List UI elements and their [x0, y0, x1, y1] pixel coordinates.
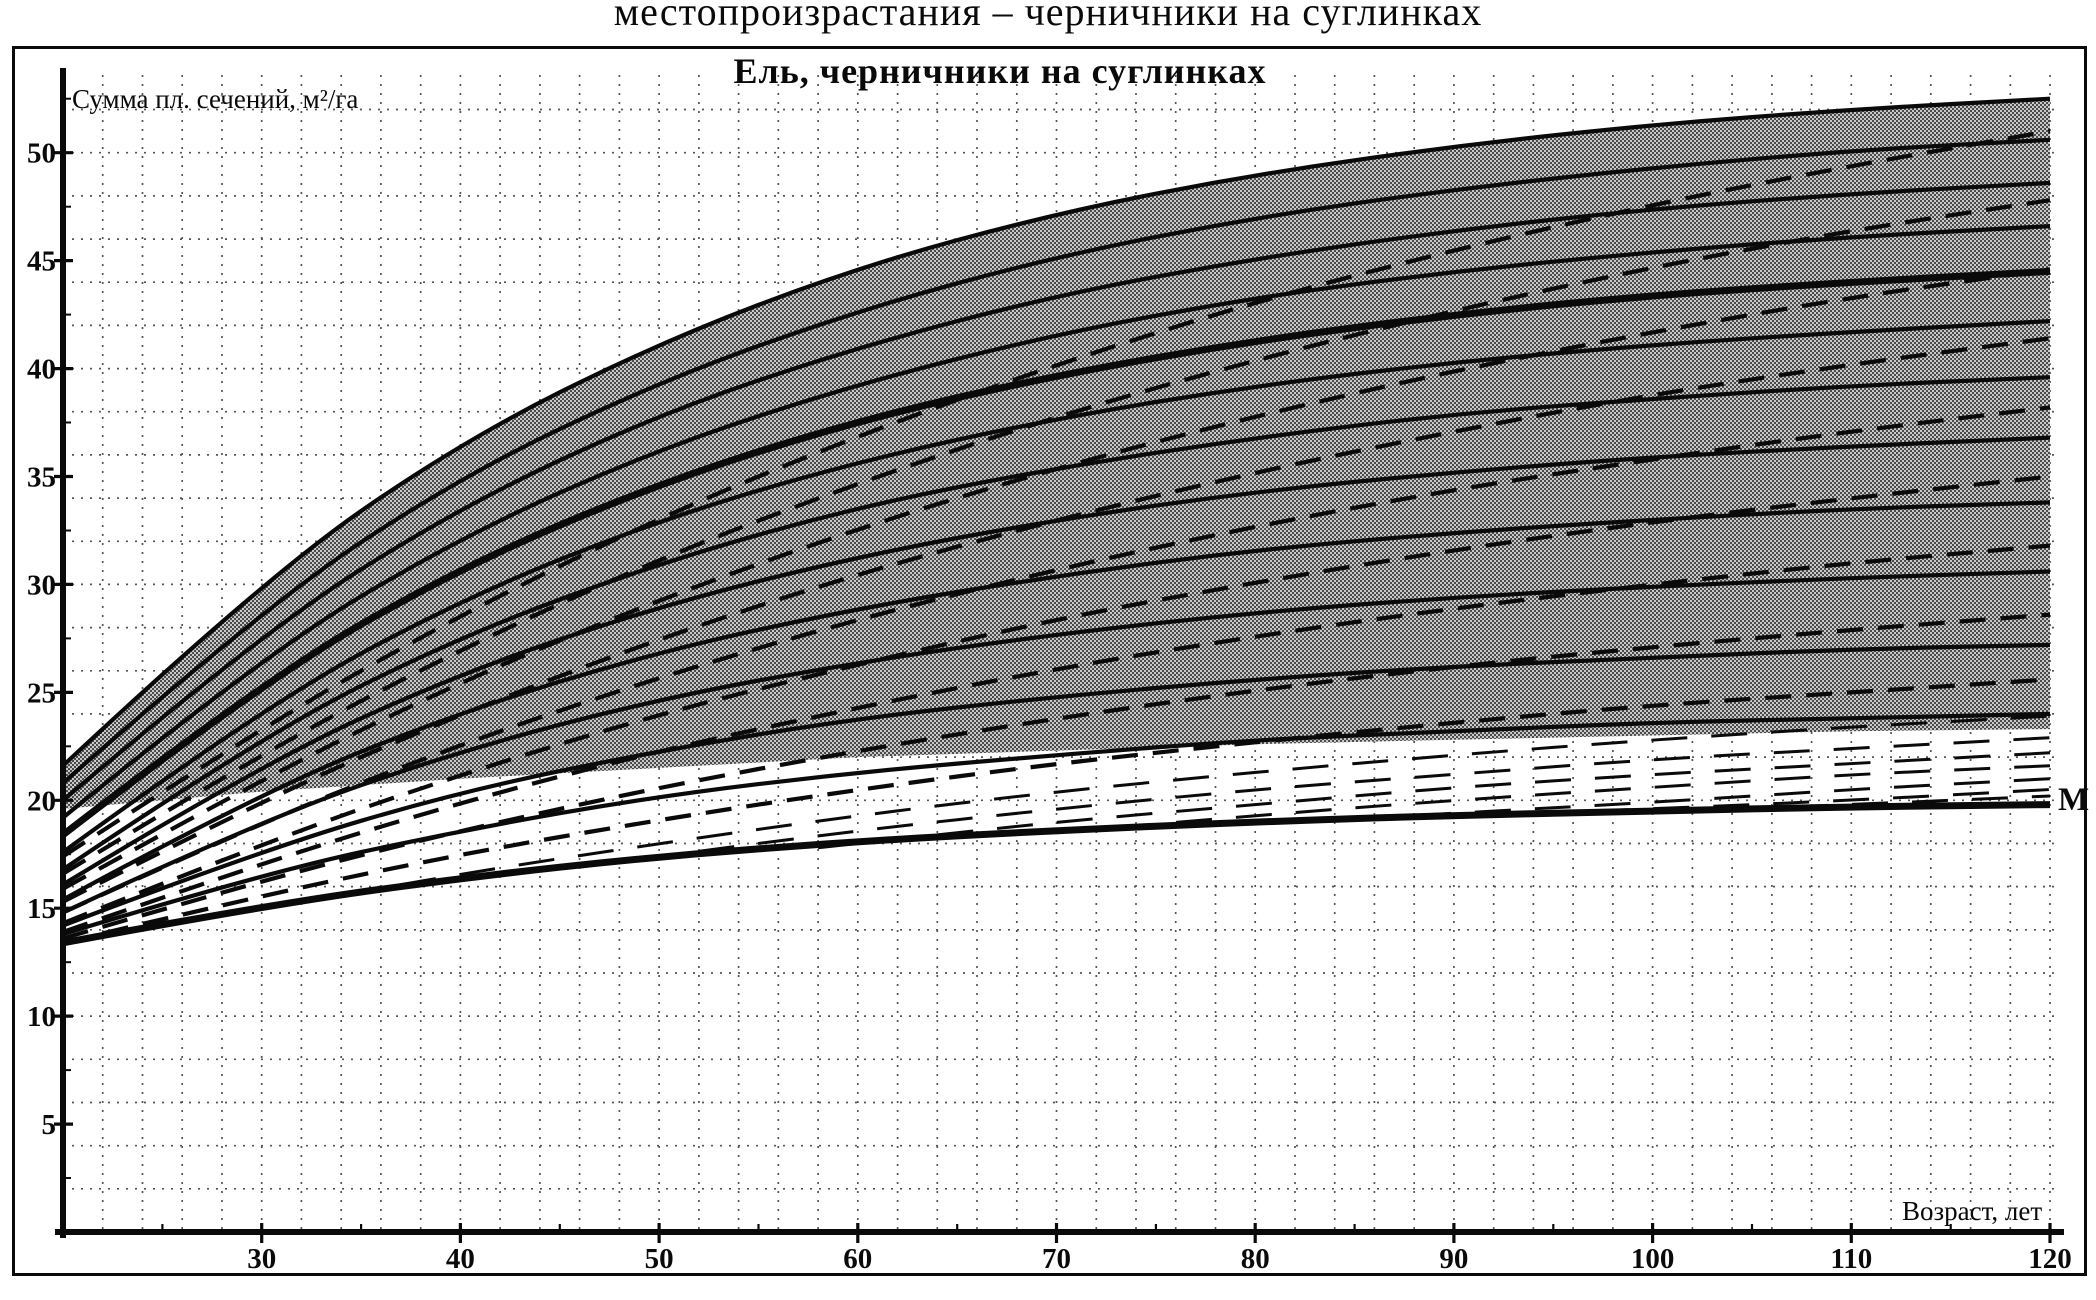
svg-text:15: 15 — [27, 893, 56, 925]
svg-text:80: 80 — [1241, 1243, 1270, 1275]
svg-text:20: 20 — [27, 785, 56, 817]
svg-text:25: 25 — [27, 677, 56, 709]
y-axis-label: Сумма пл. сечений, м²/га — [72, 84, 359, 114]
svg-text:10: 10 — [27, 1001, 56, 1033]
chart-title: Ель, черничники на суглинках — [733, 51, 1267, 91]
svg-text:30: 30 — [27, 569, 56, 601]
svg-text:45: 45 — [27, 246, 56, 278]
svg-text:120: 120 — [2028, 1243, 2072, 1275]
svg-text:90: 90 — [1439, 1243, 1468, 1275]
svg-text:35: 35 — [27, 462, 56, 494]
svg-text:30: 30 — [247, 1243, 276, 1275]
m-curve-label: М — [2058, 782, 2090, 818]
svg-text:40: 40 — [446, 1243, 475, 1275]
svg-text:110: 110 — [1830, 1243, 1872, 1275]
svg-text:40: 40 — [27, 354, 56, 386]
svg-text:60: 60 — [843, 1243, 872, 1275]
figure-border — [12, 46, 2087, 1276]
x-axis-label: Возраст, лет — [1902, 1196, 2043, 1226]
svg-text:50: 50 — [27, 138, 56, 170]
svg-text:5: 5 — [42, 1109, 57, 1141]
svg-text:100: 100 — [1631, 1243, 1675, 1275]
svg-text:50: 50 — [645, 1243, 674, 1275]
svg-text:70: 70 — [1042, 1243, 1071, 1275]
page-caption-fragment: местопроизрастания – черничники на сугли… — [613, 0, 1483, 34]
